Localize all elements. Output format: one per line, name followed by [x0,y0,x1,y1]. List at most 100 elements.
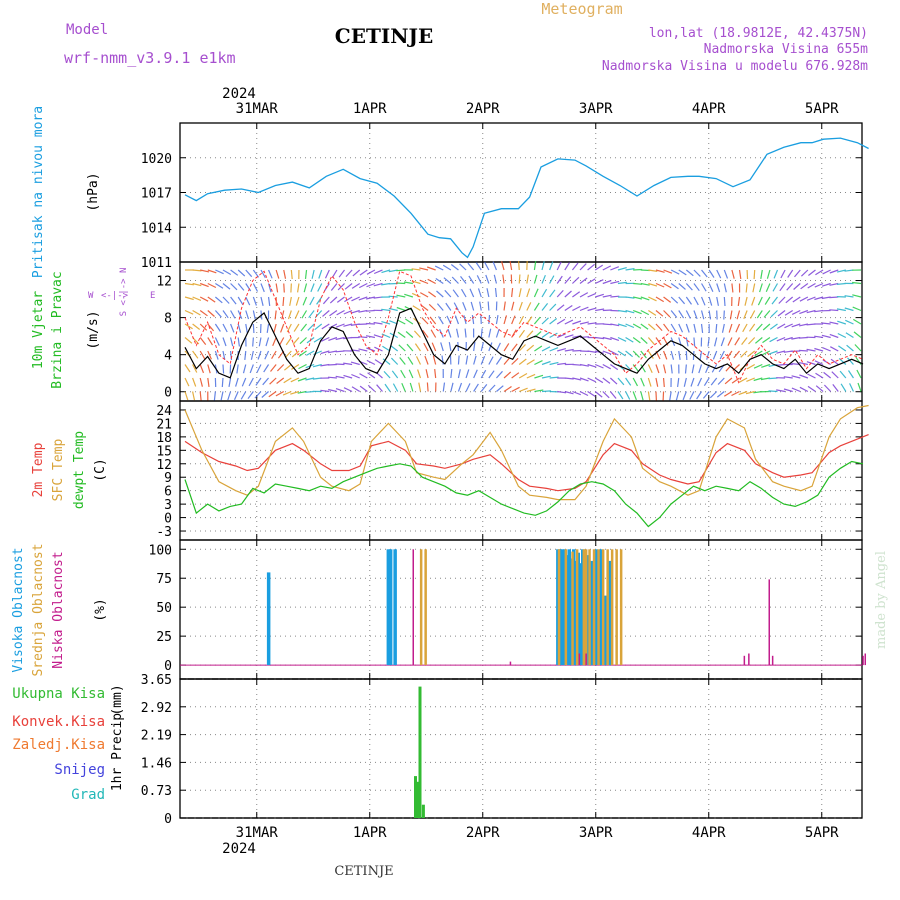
wind-arrow [518,344,526,352]
wind-arrow [655,364,660,374]
high-cloud-bar [590,560,594,666]
top-date-label: 31MAR [236,101,279,117]
wind-arrow [328,323,338,329]
wind-arrow [783,350,793,353]
wind-arrow [327,363,337,366]
wind-ytick-label: 0 [164,386,172,401]
wind-arrow [322,310,330,317]
wind-arrow [358,336,368,339]
wind-arrow [640,296,650,301]
wind-arrow [480,369,487,379]
wind-arrow [764,296,771,305]
wind-arrow [199,350,206,360]
wind-arrow [306,350,315,356]
wind-arrow [609,377,618,385]
wind-arrow [822,347,831,352]
wind-arrow [272,337,277,347]
wind-arrow [602,265,612,271]
wind-arrow [222,337,227,347]
high-cloud-bar [599,549,603,666]
wind-arrow [335,336,345,341]
wind-arrow [304,269,308,279]
wind-arrow [373,269,383,275]
wind-arrow [454,315,460,325]
wind-arrow [396,294,406,298]
wind-arrow [663,296,672,303]
cloud-title-2: Srednja Oblacnost [31,543,46,676]
wind-arrow [488,356,494,365]
wind-arrow [487,301,490,311]
wind-arrow [396,269,406,272]
wind-arrow [428,291,437,298]
mid-cloud-bar [619,549,623,666]
wind-arrow [670,364,673,374]
wind-arrow [549,289,556,298]
wind-arrow [252,323,255,334]
wind-arrow [308,310,315,319]
wind-arrow [437,316,444,325]
wind-arrow [265,337,270,347]
wind-arrow [509,260,513,271]
wind-arrow [670,323,677,333]
wind-arrow [252,337,254,347]
wind-arrow [430,329,437,338]
wind-arrow [699,350,703,360]
wind-arrow [814,347,824,352]
wind-arrow [610,280,620,285]
wind-arrow [382,358,391,365]
wind-arrow [745,283,748,293]
wind-arrow [233,391,239,400]
wind-arrow [773,269,779,279]
cloud-ytick-label: 100 [149,543,172,558]
wind-arrow [503,371,512,379]
wind-arrow [557,362,567,366]
wind-arrow [755,337,763,344]
wind-arrow [753,377,763,382]
wind-arrow [837,320,847,325]
wind-arrow [488,328,492,338]
wind-arrow [737,296,741,306]
wind-arrow [295,296,300,306]
wind-arrow [290,390,300,395]
high-cloud-bar [393,549,397,666]
precip-ytick-label: 2.92 [141,701,172,716]
cloud-title-1: Visoka Oblacnost [11,547,26,672]
wind-arrow [761,363,771,368]
wind-arrow [237,337,240,347]
wind-arrow [549,361,559,366]
wind-arrow [284,350,292,359]
wind-arrow [807,385,816,392]
wind-arrow [269,377,277,385]
wind-arrow [761,350,771,356]
mid-cloud-bar [615,549,618,666]
wind-arrow [700,323,704,333]
wind-arrow [725,364,733,372]
temp-ytick-label: 18 [156,431,172,446]
wind-arrow [632,323,642,329]
cloud-ytick-label: 75 [156,572,172,587]
wind-arrow [495,342,501,352]
wind-arrow [230,323,235,333]
wind-arrow [572,305,581,312]
wind-arrow [685,310,691,319]
wind-arrow [270,364,277,372]
wind-arrow [283,283,285,293]
wind-arrow [237,283,245,291]
wind-arrow [712,350,718,360]
wind-arrow [594,363,604,369]
wind-arrow [480,328,483,338]
wind-arrow [743,310,748,320]
wind-arrow [655,310,664,317]
legend-frz-rain: Zaledj.Kisa [12,737,105,753]
wind-arrow [647,364,653,373]
wind-arrow [721,323,725,333]
wind-arrow [526,288,531,298]
wind-arrow [617,350,626,357]
wind-arrow [549,332,558,339]
wind-arrow [731,377,740,384]
wind-arrow [706,350,710,360]
wind-arrow [518,329,525,338]
wind-arrow [640,323,649,330]
wind-arrow [335,388,345,393]
wind-arrow [723,283,727,293]
